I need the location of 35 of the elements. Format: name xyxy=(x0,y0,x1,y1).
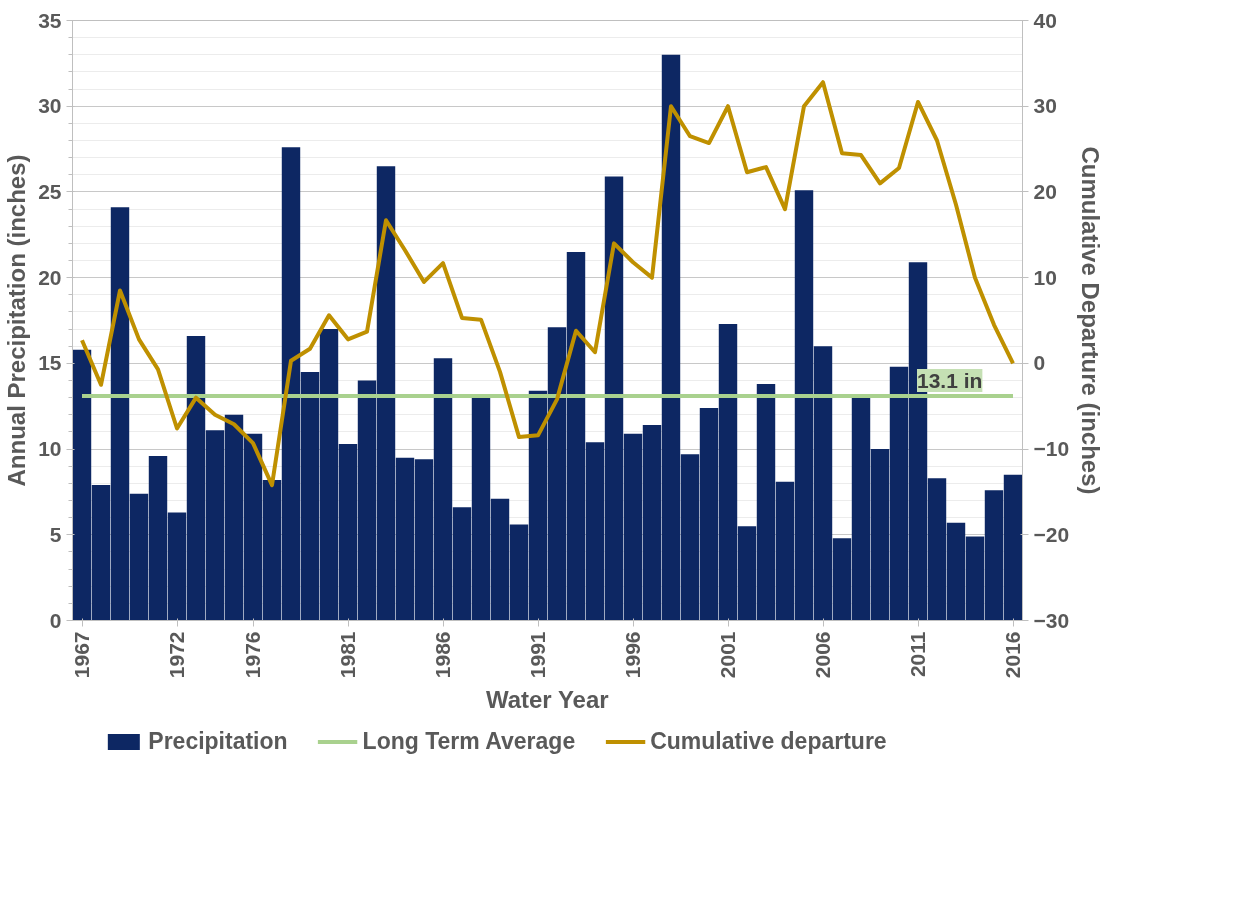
y2-tick-label: 0 xyxy=(1033,351,1046,375)
x-tick-label: 1991 xyxy=(526,631,549,679)
y-tick-label: 35 xyxy=(38,8,62,32)
x-tick-label: 1976 xyxy=(241,631,264,679)
line-series xyxy=(80,80,1015,488)
x-tick-label: 2011 xyxy=(906,631,929,678)
y2-tick-label: −10 xyxy=(1033,437,1070,461)
y2-axis-title: Cumulative Departure (inches) xyxy=(1077,146,1105,495)
legend-label: Precipitation xyxy=(148,727,288,755)
y2-tick-label: 30 xyxy=(1033,94,1057,118)
x-tick-label: 1972 xyxy=(165,631,188,679)
y-tick-label: 20 xyxy=(38,265,62,289)
x-tick-label: 2016 xyxy=(1001,631,1024,679)
x-tick-label: 1967 xyxy=(70,631,93,679)
y2-tick-label: 20 xyxy=(1033,179,1057,203)
x-tick-label: 2006 xyxy=(811,631,834,679)
x-tick-label: 1986 xyxy=(431,631,454,679)
y2-tick-label: 40 xyxy=(1033,8,1057,32)
y-tick-label: 15 xyxy=(38,351,62,375)
y-tick-label: 30 xyxy=(38,94,62,118)
y-tick-label: 10 xyxy=(38,437,62,461)
y-axis-title: Annual Precipitation (inches) xyxy=(3,154,31,487)
x-tick-label: 2001 xyxy=(716,631,739,679)
y2-tick-label: 10 xyxy=(1033,265,1057,289)
legend-label: Cumulative departure xyxy=(650,727,887,755)
y-tick-label: 25 xyxy=(38,179,62,203)
annotation: 13.1 in xyxy=(917,368,983,392)
y-tick-label: 5 xyxy=(49,522,62,546)
legend-label: Long Term Average xyxy=(362,727,576,755)
y2-tick-label: −30 xyxy=(1033,608,1070,632)
x-tick-label: 1996 xyxy=(621,631,644,679)
y-tick-label: 0 xyxy=(49,608,62,632)
x-axis-title: Water Year xyxy=(485,686,609,714)
y2-tick-label: −20 xyxy=(1033,522,1070,546)
x-tick-label: 1981 xyxy=(336,631,359,679)
